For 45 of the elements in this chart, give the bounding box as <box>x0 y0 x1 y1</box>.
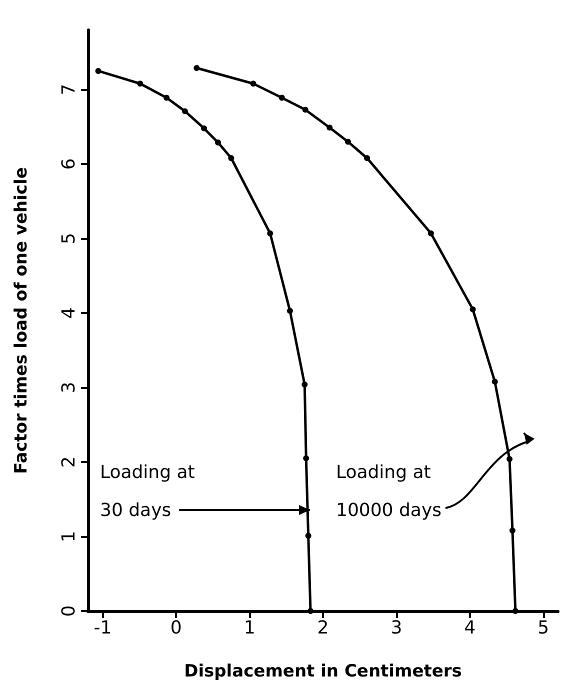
y-tick-label: 3 <box>58 382 80 394</box>
point <box>302 106 308 113</box>
point <box>182 108 188 114</box>
x-tick-label: -1 <box>94 618 112 638</box>
point <box>506 456 513 462</box>
point <box>470 306 476 312</box>
point <box>428 230 434 236</box>
point <box>512 608 518 614</box>
point <box>286 308 293 314</box>
point <box>194 64 200 71</box>
point <box>344 138 351 145</box>
point <box>326 124 333 131</box>
x-tick-label: 3 <box>390 618 402 638</box>
point <box>95 68 102 74</box>
y-tick-label: 0 <box>58 605 80 617</box>
annotation: Loading at 30 days <box>100 462 195 521</box>
y-tick-label: 7 <box>58 84 80 96</box>
point <box>278 94 285 101</box>
y-axis-title: Factor times load of one vehicle <box>12 167 32 474</box>
x-tick-label: 5 <box>538 618 550 638</box>
point <box>250 80 256 87</box>
point <box>228 155 234 162</box>
y-tick-label: 2 <box>58 456 80 468</box>
x-tick-label: 2 <box>317 618 329 638</box>
x-tick-label: 0 <box>170 618 182 638</box>
y-tick-label: 4 <box>58 307 80 319</box>
x-tick-label: 4 <box>464 618 476 638</box>
point <box>267 230 274 236</box>
point <box>303 455 310 462</box>
y-tick-label: 6 <box>58 158 80 170</box>
point <box>509 528 516 534</box>
point <box>364 155 370 162</box>
y-tick-label: 1 <box>58 530 80 542</box>
y-tick-label: 5 <box>58 232 80 244</box>
annotation: Loading at 10000 days <box>336 462 442 521</box>
x-tick-label: 1 <box>244 618 256 638</box>
point <box>164 94 170 101</box>
point <box>308 608 314 614</box>
point <box>302 382 308 388</box>
point <box>201 125 208 132</box>
x-axis-title: Displacement in Centimeters <box>184 662 462 682</box>
point <box>214 139 221 146</box>
point <box>492 378 498 385</box>
point <box>305 532 312 539</box>
point <box>137 80 144 87</box>
